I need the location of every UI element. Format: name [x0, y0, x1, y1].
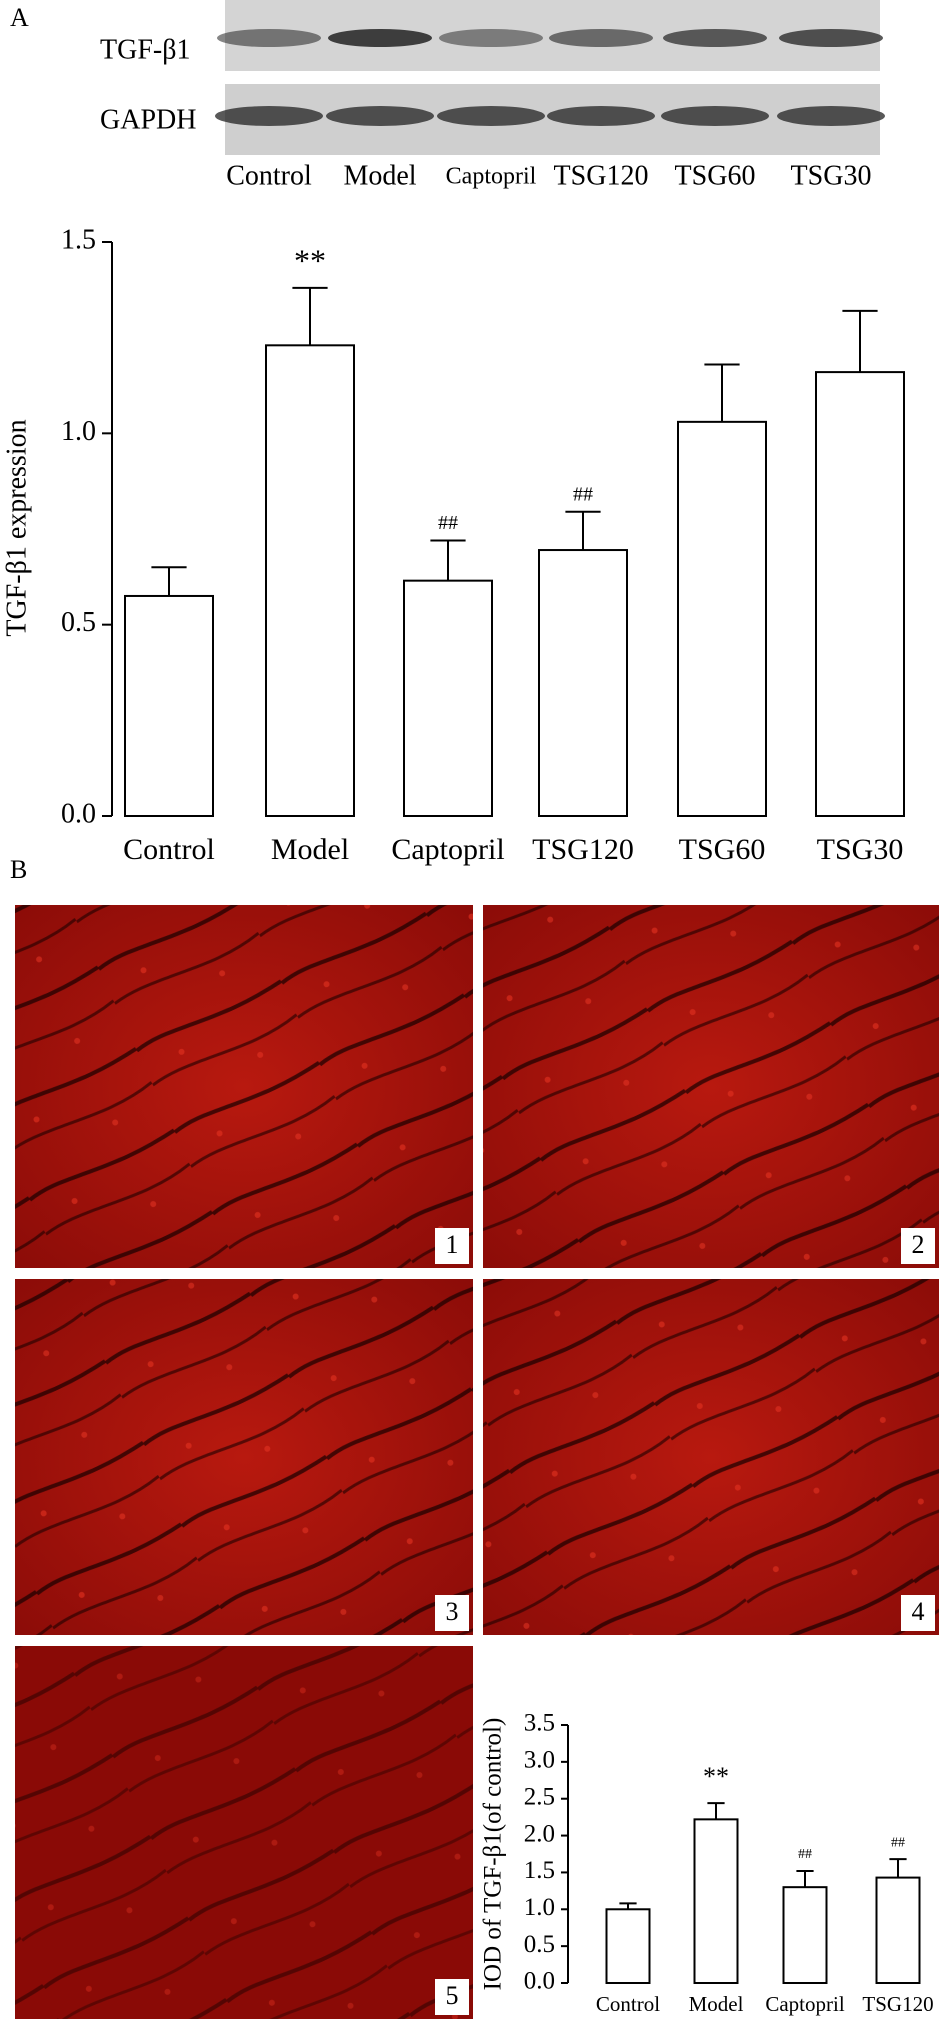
y-tick-label: 0.5	[524, 1931, 555, 1958]
significance-mark: **	[294, 242, 326, 278]
blot-bands: Control Model Captopril TSG120 TSG60 TSG30	[215, 29, 885, 191]
bar	[265, 344, 355, 817]
bar	[538, 549, 628, 818]
band	[217, 29, 321, 47]
x-tick-label: Model	[689, 1992, 744, 2016]
image-number: 4	[912, 1597, 925, 1626]
x-tick-label: TSG120	[532, 833, 634, 866]
y-axis-label: IOD of TGF-β1(of control)	[480, 1718, 507, 1991]
band	[328, 29, 432, 47]
band	[663, 29, 767, 47]
y-tick-label: 3.5	[524, 1710, 555, 1737]
x-tick-label: Captopril	[765, 1992, 844, 2016]
bar	[875, 1876, 921, 1985]
bar	[782, 1886, 828, 1984]
x-tick-label: TSG60	[679, 833, 766, 866]
blot-lane-label: TSG30	[791, 160, 872, 191]
bar	[605, 1908, 651, 1985]
band	[547, 106, 655, 126]
blot-lane-label: Model	[343, 160, 416, 191]
y-tick-label: 2.0	[524, 1820, 555, 1847]
image-number: 1	[446, 1230, 459, 1259]
significance-mark: ##	[438, 512, 458, 534]
blot-lane-label: TSG60	[675, 160, 756, 191]
significance-mark: ##	[573, 483, 593, 505]
bar	[403, 579, 493, 817]
y-tick-label: 1.0	[61, 416, 96, 447]
x-tick-label: Captopril	[391, 833, 504, 866]
image-number-box	[435, 1595, 469, 1631]
image-number: 2	[912, 1230, 925, 1259]
image-number-box	[901, 1228, 935, 1264]
bar	[677, 420, 767, 817]
significance-mark: ##	[798, 1847, 812, 1862]
y-axis-label: TGF-β1 expression	[1, 419, 32, 636]
band	[215, 106, 323, 126]
micrograph-texture	[15, 1279, 473, 1635]
blot-row-label: TGF-β1	[100, 34, 190, 65]
micrographs: 1 2 3 4 5	[15, 905, 939, 2019]
y-tick-label: 3.0	[524, 1747, 555, 1774]
blot-lane-label: Control	[226, 160, 312, 191]
micrograph-texture	[15, 905, 473, 1268]
image-number-box	[435, 1228, 469, 1264]
y-tick-label: 0.0	[61, 798, 96, 829]
panel-label: B	[10, 855, 27, 884]
blot-lane-label: Captopril	[446, 164, 537, 190]
band	[439, 29, 543, 47]
y-tick-label: 2.5	[524, 1783, 555, 1810]
x-tick-label: Model	[271, 833, 349, 866]
image-number-box	[435, 1979, 469, 2015]
band	[661, 106, 769, 126]
band	[326, 106, 434, 126]
charts: 0.0 0.5 1.0 1.5 TGF-β1 expression Control Mode…	[1, 224, 933, 2015]
x-tick-label: Control	[596, 1992, 660, 2016]
band	[779, 29, 883, 47]
y-tick-label: 1.0	[524, 1894, 555, 1921]
bar	[693, 1818, 739, 1984]
micrograph-texture	[483, 1279, 939, 1635]
panel-label: A	[10, 3, 29, 32]
blot-row-label: GAPDH	[100, 104, 196, 135]
blot-lane-label: TSG120	[554, 160, 649, 191]
y-tick-label: 1.5	[61, 224, 96, 255]
x-tick-label: Control	[123, 833, 215, 866]
significance-mark: ##	[891, 1835, 905, 1850]
image-number: 5	[446, 1981, 459, 2010]
bar	[815, 371, 905, 817]
image-number-box	[901, 1595, 935, 1631]
significance-mark: **	[703, 1762, 729, 1791]
band	[549, 29, 653, 47]
band	[777, 106, 885, 126]
micrograph-texture	[483, 905, 939, 1268]
band	[437, 106, 545, 126]
y-tick-label: 0.5	[61, 607, 96, 638]
image-number: 3	[446, 1597, 459, 1626]
bar	[124, 594, 214, 818]
x-tick-label: TSG30	[817, 833, 904, 866]
micrograph-texture	[15, 1646, 473, 2019]
y-tick-label: 1.5	[524, 1857, 555, 1884]
x-tick-label: TSG120	[862, 1992, 933, 2016]
y-tick-label: 0.0	[524, 1968, 555, 1995]
